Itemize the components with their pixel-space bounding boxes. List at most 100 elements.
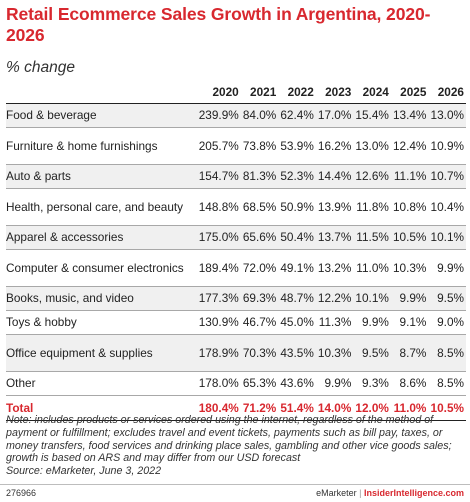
- cell-value: 70.3%: [240, 334, 279, 372]
- header-category: [6, 80, 197, 104]
- row-label: Computer & consumer electronics: [6, 249, 197, 287]
- cell-value: 9.9%: [353, 310, 391, 335]
- chart-id: 276966: [6, 488, 37, 498]
- cell-value: 11.8%: [353, 188, 391, 226]
- cell-value: 10.4%: [428, 188, 466, 226]
- cell-value: 50.4%: [278, 225, 316, 250]
- cell-value: 43.5%: [278, 334, 316, 372]
- cell-value: 13.2%: [315, 249, 354, 287]
- cell-value: 9.9%: [390, 286, 429, 311]
- column-header: 2026: [428, 80, 466, 104]
- cell-value: 130.9%: [196, 310, 241, 335]
- cell-value: 45.0%: [278, 310, 316, 335]
- cell-value: 43.6%: [278, 371, 316, 396]
- cell-value: 62.4%: [278, 103, 316, 128]
- cell-value: 10.7%: [428, 164, 466, 189]
- chart-subtitle: % change: [6, 59, 75, 76]
- table-row: Books, music, and video 177.3% 69.3% 48.7% 1…: [6, 286, 466, 311]
- cell-value: 65.3%: [240, 371, 279, 396]
- table-row: Office equipment & supplies 178.9% 70.3% 43…: [6, 334, 466, 372]
- footer: 276966 eMarketer | InsiderIntelligence.c…: [0, 484, 470, 502]
- cell-value: 8.6%: [390, 371, 429, 396]
- row-label: Auto & parts: [6, 164, 197, 189]
- cell-value: 13.0%: [428, 103, 466, 128]
- table-row: Apparel & accessories 175.0% 65.6% 50.4% 13.…: [6, 225, 466, 250]
- cell-value: 14.0%: [315, 395, 354, 421]
- cell-value: 11.5%: [353, 225, 391, 250]
- column-header: 2022: [278, 80, 316, 104]
- cell-value: 84.0%: [240, 103, 279, 128]
- data-table: 2020 2021 2022 2023 2024 2025 2026 Food & beve…: [6, 80, 466, 421]
- cell-value: 12.2%: [315, 286, 354, 311]
- total-row: Total 180.4% 71.2% 51.4% 14.0% 12.0% 11.0% 10.5…: [6, 395, 466, 421]
- cell-value: 10.5%: [390, 225, 429, 250]
- cell-value: 13.4%: [390, 103, 429, 128]
- column-header: 2023: [315, 80, 354, 104]
- cell-value: 11.3%: [315, 310, 354, 335]
- cell-value: 10.1%: [353, 286, 391, 311]
- cell-value: 49.1%: [278, 249, 316, 287]
- cell-value: 9.5%: [428, 286, 466, 311]
- row-label: Apparel & accessories: [6, 225, 197, 250]
- cell-value: 8.5%: [428, 334, 466, 372]
- cell-value: 52.3%: [278, 164, 316, 189]
- cell-value: 15.4%: [353, 103, 391, 128]
- cell-value: 9.1%: [390, 310, 429, 335]
- cell-value: 53.9%: [278, 127, 316, 165]
- row-label: Books, music, and video: [6, 286, 197, 311]
- row-label: Office equipment & supplies: [6, 334, 197, 372]
- footer-brand: eMarketer | InsiderIntelligence.com: [316, 488, 464, 498]
- table-row: Computer & consumer electronics 189.4% 72.…: [6, 249, 466, 287]
- table-row: Auto & parts 154.7% 81.3% 52.3% 14.4% 12.6% 11…: [6, 164, 466, 189]
- cell-value: 12.0%: [353, 395, 391, 421]
- cell-value: 205.7%: [196, 127, 241, 165]
- cell-value: 13.0%: [353, 127, 391, 165]
- cell-value: 8.5%: [428, 371, 466, 396]
- cell-value: 65.6%: [240, 225, 279, 250]
- cell-value: 46.7%: [240, 310, 279, 335]
- cell-value: 9.0%: [428, 310, 466, 335]
- brand-emarketer: eMarketer: [316, 488, 357, 498]
- cell-value: 9.9%: [428, 249, 466, 287]
- cell-value: 9.9%: [315, 371, 354, 396]
- cell-value: 68.5%: [240, 188, 279, 226]
- table-row: Food & beverage 239.9% 84.0% 62.4% 17.0% 15.4…: [6, 103, 466, 128]
- cell-value: 50.9%: [278, 188, 316, 226]
- cell-value: 73.8%: [240, 127, 279, 165]
- cell-value: 154.7%: [196, 164, 241, 189]
- cell-value: 178.0%: [196, 371, 241, 396]
- brand-separator: |: [359, 488, 362, 498]
- cell-value: 10.1%: [428, 225, 466, 250]
- cell-value: 175.0%: [196, 225, 241, 250]
- cell-value: 177.3%: [196, 286, 241, 311]
- note-text: Note: includes products or services orde…: [6, 414, 452, 465]
- cell-value: 13.7%: [315, 225, 354, 250]
- cell-value: 10.3%: [315, 334, 354, 372]
- cell-value: 81.3%: [240, 164, 279, 189]
- cell-value: 10.8%: [390, 188, 429, 226]
- cell-value: 10.5%: [428, 395, 466, 421]
- row-label: Food & beverage: [6, 103, 197, 128]
- cell-value: 9.5%: [353, 334, 391, 372]
- table-row: Furniture & home furnishings 205.7% 73.8% 5…: [6, 127, 466, 165]
- table-header-row: 2020 2021 2022 2023 2024 2025 2026: [6, 80, 466, 104]
- row-label: Health, personal care, and beauty: [6, 188, 197, 226]
- cell-value: 10.3%: [390, 249, 429, 287]
- row-label: Other: [6, 371, 197, 396]
- cell-value: 14.4%: [315, 164, 354, 189]
- cell-value: 17.0%: [315, 103, 354, 128]
- cell-value: 48.7%: [278, 286, 316, 311]
- row-label: Furniture & home furnishings: [6, 127, 197, 165]
- source-text: Source: eMarketer, June 3, 2022: [6, 465, 162, 478]
- cell-value: 9.3%: [353, 371, 391, 396]
- cell-value: 16.2%: [315, 127, 354, 165]
- cell-value: 51.4%: [278, 395, 316, 421]
- column-header: 2021: [240, 80, 279, 104]
- cell-value: 71.2%: [240, 395, 279, 421]
- cell-value: 11.0%: [390, 395, 429, 421]
- table-body: Food & beverage 239.9% 84.0% 62.4% 17.0% 15.4…: [6, 103, 466, 421]
- brand-insider-intelligence: InsiderIntelligence.com: [363, 488, 464, 498]
- table-row: Other 178.0% 65.3% 43.6% 9.9% 9.3% 8.6% 8.5%: [6, 371, 466, 396]
- cell-value: 13.9%: [315, 188, 354, 226]
- cell-value: 239.9%: [196, 103, 241, 128]
